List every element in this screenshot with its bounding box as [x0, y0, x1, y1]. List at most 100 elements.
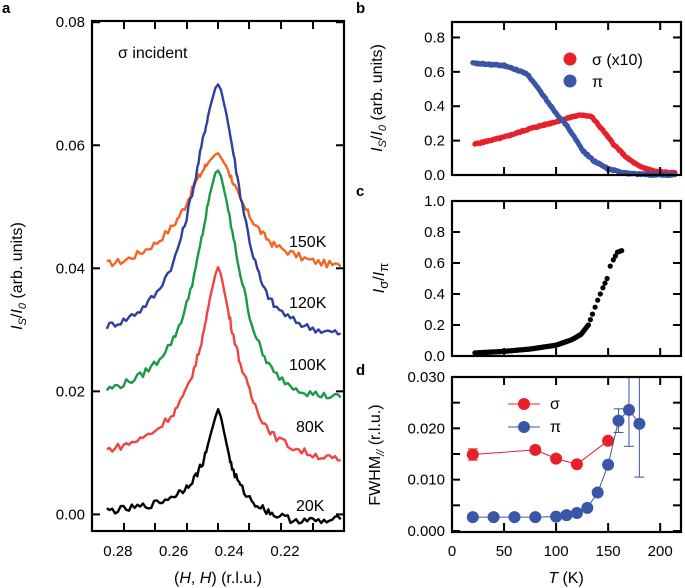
data-point-ratio [587, 317, 594, 323]
curve-150k [106, 152, 342, 269]
panel-b-frame [450, 20, 683, 177]
x-tick-label: 0 [448, 543, 456, 560]
data-point-sigma [570, 458, 583, 471]
data-point-pi [466, 511, 479, 524]
data-point-sigma [602, 434, 615, 447]
data-point-pi [633, 417, 646, 430]
x-tick-label: 150 [596, 543, 621, 560]
legend-marker-sigma-x10 [563, 52, 577, 66]
y-tick-label: 0.0 [424, 348, 445, 365]
curve-label-100k: 100K [289, 357, 327, 374]
panel-c-y-tick-labels: 0.0 0.2 0.4 0.6 0.8 1.0 [424, 193, 445, 365]
legend-label-sigma: σ [550, 396, 560, 413]
panel-a-ticks [92, 21, 344, 531]
y-tick-label: 0.0 [424, 167, 445, 184]
x-tick-label: 0.26 [159, 543, 188, 560]
panel-a-y-axis-title: IS/I0 (arb. units) [9, 222, 29, 330]
data-point-ratio [597, 291, 603, 297]
data-point-pi [570, 507, 583, 519]
panel-b: 0.0 0.2 0.4 0.6 0.8 σ (x10) π IS/I0 (arb. un… [369, 20, 683, 184]
y-tick-label: 0.02 [56, 383, 85, 400]
legend-marker-pi-d [518, 421, 530, 433]
panel-a-x-tick-labels: 0.28 0.26 0.24 0.22 [103, 543, 299, 560]
data-point-ratio [607, 263, 613, 269]
curve-label-120k: 120K [289, 295, 327, 312]
data-point-sigma [529, 443, 542, 456]
panel-a: σ incident 150K 120K 100K 80K 20K 0.000.… [9, 14, 346, 587]
panel-a-annotation: σ incident [118, 45, 188, 62]
data-point-pi [560, 509, 573, 522]
panel-c-ticks [452, 200, 681, 357]
data-point-pi [602, 458, 615, 471]
data-point-pi [591, 486, 604, 499]
panel-d-frame [450, 375, 683, 534]
y-tick-label: 0.04 [56, 260, 85, 277]
panel-b-y-axis-title: IS/I0 (arb. units) [369, 44, 389, 152]
y-tick-label: 0.8 [424, 29, 445, 46]
panel-d-y-axis-title: FWHM// (r.l.u.) [367, 404, 387, 505]
legend-label-sigma-x10: σ (x10) [592, 52, 643, 69]
panel-d-x-tick-labels: 0 50 100 150 200 [448, 543, 673, 560]
x-tick-label: 100 [544, 543, 569, 560]
y-tick-label: 1.0 [424, 193, 445, 210]
data-point-sigma [466, 448, 479, 461]
data-point-ratio [612, 253, 619, 259]
panel-letter-d: d [356, 362, 365, 379]
y-tick-label: 0.030 [407, 369, 445, 386]
panel-c-frame [450, 199, 683, 358]
data-point-pi [508, 511, 521, 524]
panel-a-curves [105, 83, 342, 525]
data-point-ratio [600, 285, 606, 291]
curve-label-150k: 150K [289, 234, 327, 251]
y-tick-label: 0.08 [56, 14, 85, 31]
panel-a-x-axis-title: (H, H) (r.l.u.) [174, 570, 262, 587]
panel-d-x-axis-title: T (K) [548, 570, 584, 587]
panel-d-y-tick-labels: 0.000 0.010 0.020 0.030 [407, 369, 445, 540]
panel-b-points [470, 60, 678, 179]
x-tick-label: 0.22 [270, 543, 299, 560]
data-point-ratio [619, 248, 625, 254]
curve-80k [106, 265, 341, 462]
legend-marker-pi [563, 74, 577, 88]
data-point-pi [623, 403, 635, 416]
legend-label-pi-d: π [550, 419, 561, 436]
panel-b-ticks [452, 22, 681, 176]
y-tick-label: 0.8 [424, 224, 445, 241]
y-tick-label: 0.2 [424, 317, 445, 334]
y-tick-label: 0.2 [424, 133, 445, 150]
curve-label-20k: 20K [296, 498, 325, 515]
data-point-sigma [550, 452, 563, 465]
panel-c: 0.0 0.2 0.4 0.6 0.8 1.0 Iσ/Iπ [371, 193, 683, 365]
y-tick-label: 0.06 [56, 137, 85, 154]
data-point-ratio [585, 322, 592, 328]
data-point-ratio [604, 275, 610, 282]
curve-100k [105, 169, 342, 400]
data-point-pi [550, 510, 563, 523]
data-point-ratio [595, 297, 601, 303]
panel-c-y-axis-title: Iσ/Iπ [371, 263, 391, 293]
y-tick-label: 0.00 [56, 506, 85, 523]
panel-c-points [472, 248, 625, 356]
data-point-ratio [589, 311, 596, 317]
data-point-ratio [610, 257, 616, 263]
data-point-ratio [602, 280, 608, 286]
y-tick-label: 0.6 [424, 64, 445, 81]
data-point-pi [581, 501, 594, 514]
legend-label-pi: π [592, 74, 603, 91]
curve-120k [105, 83, 342, 336]
x-tick-label: 50 [496, 543, 513, 560]
y-tick-label: 0.4 [424, 98, 445, 115]
data-point-pi [487, 511, 500, 524]
y-tick-label: 0.020 [407, 420, 445, 437]
y-tick-label: 0.4 [424, 286, 445, 303]
panel-letter-c: c [356, 183, 364, 200]
y-tick-label: 0.010 [407, 472, 445, 489]
data-point-pi [529, 511, 542, 524]
data-point-ratio [592, 304, 598, 310]
panel-d: 0.000 0.010 0.020 0.030 0 50 100 150 200 σ π FW… [367, 369, 683, 587]
panel-letter-a: a [2, 0, 11, 17]
panel-a-frame [90, 19, 346, 533]
x-tick-label: 0.28 [103, 543, 132, 560]
curve-20k [106, 408, 342, 525]
